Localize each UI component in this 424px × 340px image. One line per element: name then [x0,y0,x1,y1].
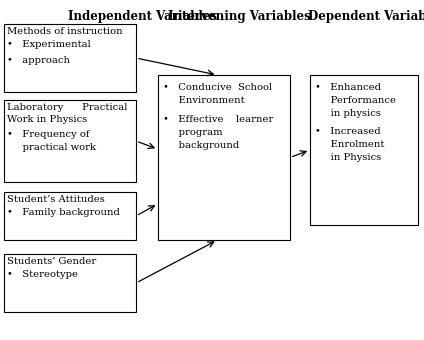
Text: program: program [163,128,223,137]
Text: Intervening Variables: Intervening Variables [168,10,311,23]
Bar [4,192,136,240]
Text: •   Increased: • Increased [315,127,381,136]
Text: •   Family background: • Family background [7,208,120,217]
Bar [4,24,136,92]
Bar [4,254,136,312]
Text: •   Frequency of: • Frequency of [7,130,89,139]
Text: in physics: in physics [315,109,381,118]
Text: •   Conducive  School: • Conducive School [163,83,272,92]
Text: Enrolment: Enrolment [315,140,385,149]
Text: Dependent Variables: Dependent Variables [308,10,424,23]
Text: •   approach: • approach [7,56,70,65]
Text: Work in Physics: Work in Physics [7,115,87,124]
Text: •   Effective    learner: • Effective learner [163,115,273,124]
Text: Laboratory      Practical: Laboratory Practical [7,103,127,112]
Bar [158,75,290,240]
Text: Independent Variables: Independent Variables [68,10,217,23]
Text: Students’ Gender: Students’ Gender [7,257,96,266]
Text: background: background [163,141,239,150]
Text: •   Experimental: • Experimental [7,40,91,49]
Text: Performance: Performance [315,96,396,105]
Text: in Physics: in Physics [315,153,381,162]
Text: •   Enhanced: • Enhanced [315,83,381,92]
Text: •   Stereotype: • Stereotype [7,270,78,279]
Text: practical work: practical work [7,143,96,152]
Text: Environment: Environment [163,96,245,105]
Bar [4,100,136,182]
Text: Student’s Attitudes: Student’s Attitudes [7,195,105,204]
Text: Methods of instruction: Methods of instruction [7,27,123,36]
Bar [310,75,418,225]
